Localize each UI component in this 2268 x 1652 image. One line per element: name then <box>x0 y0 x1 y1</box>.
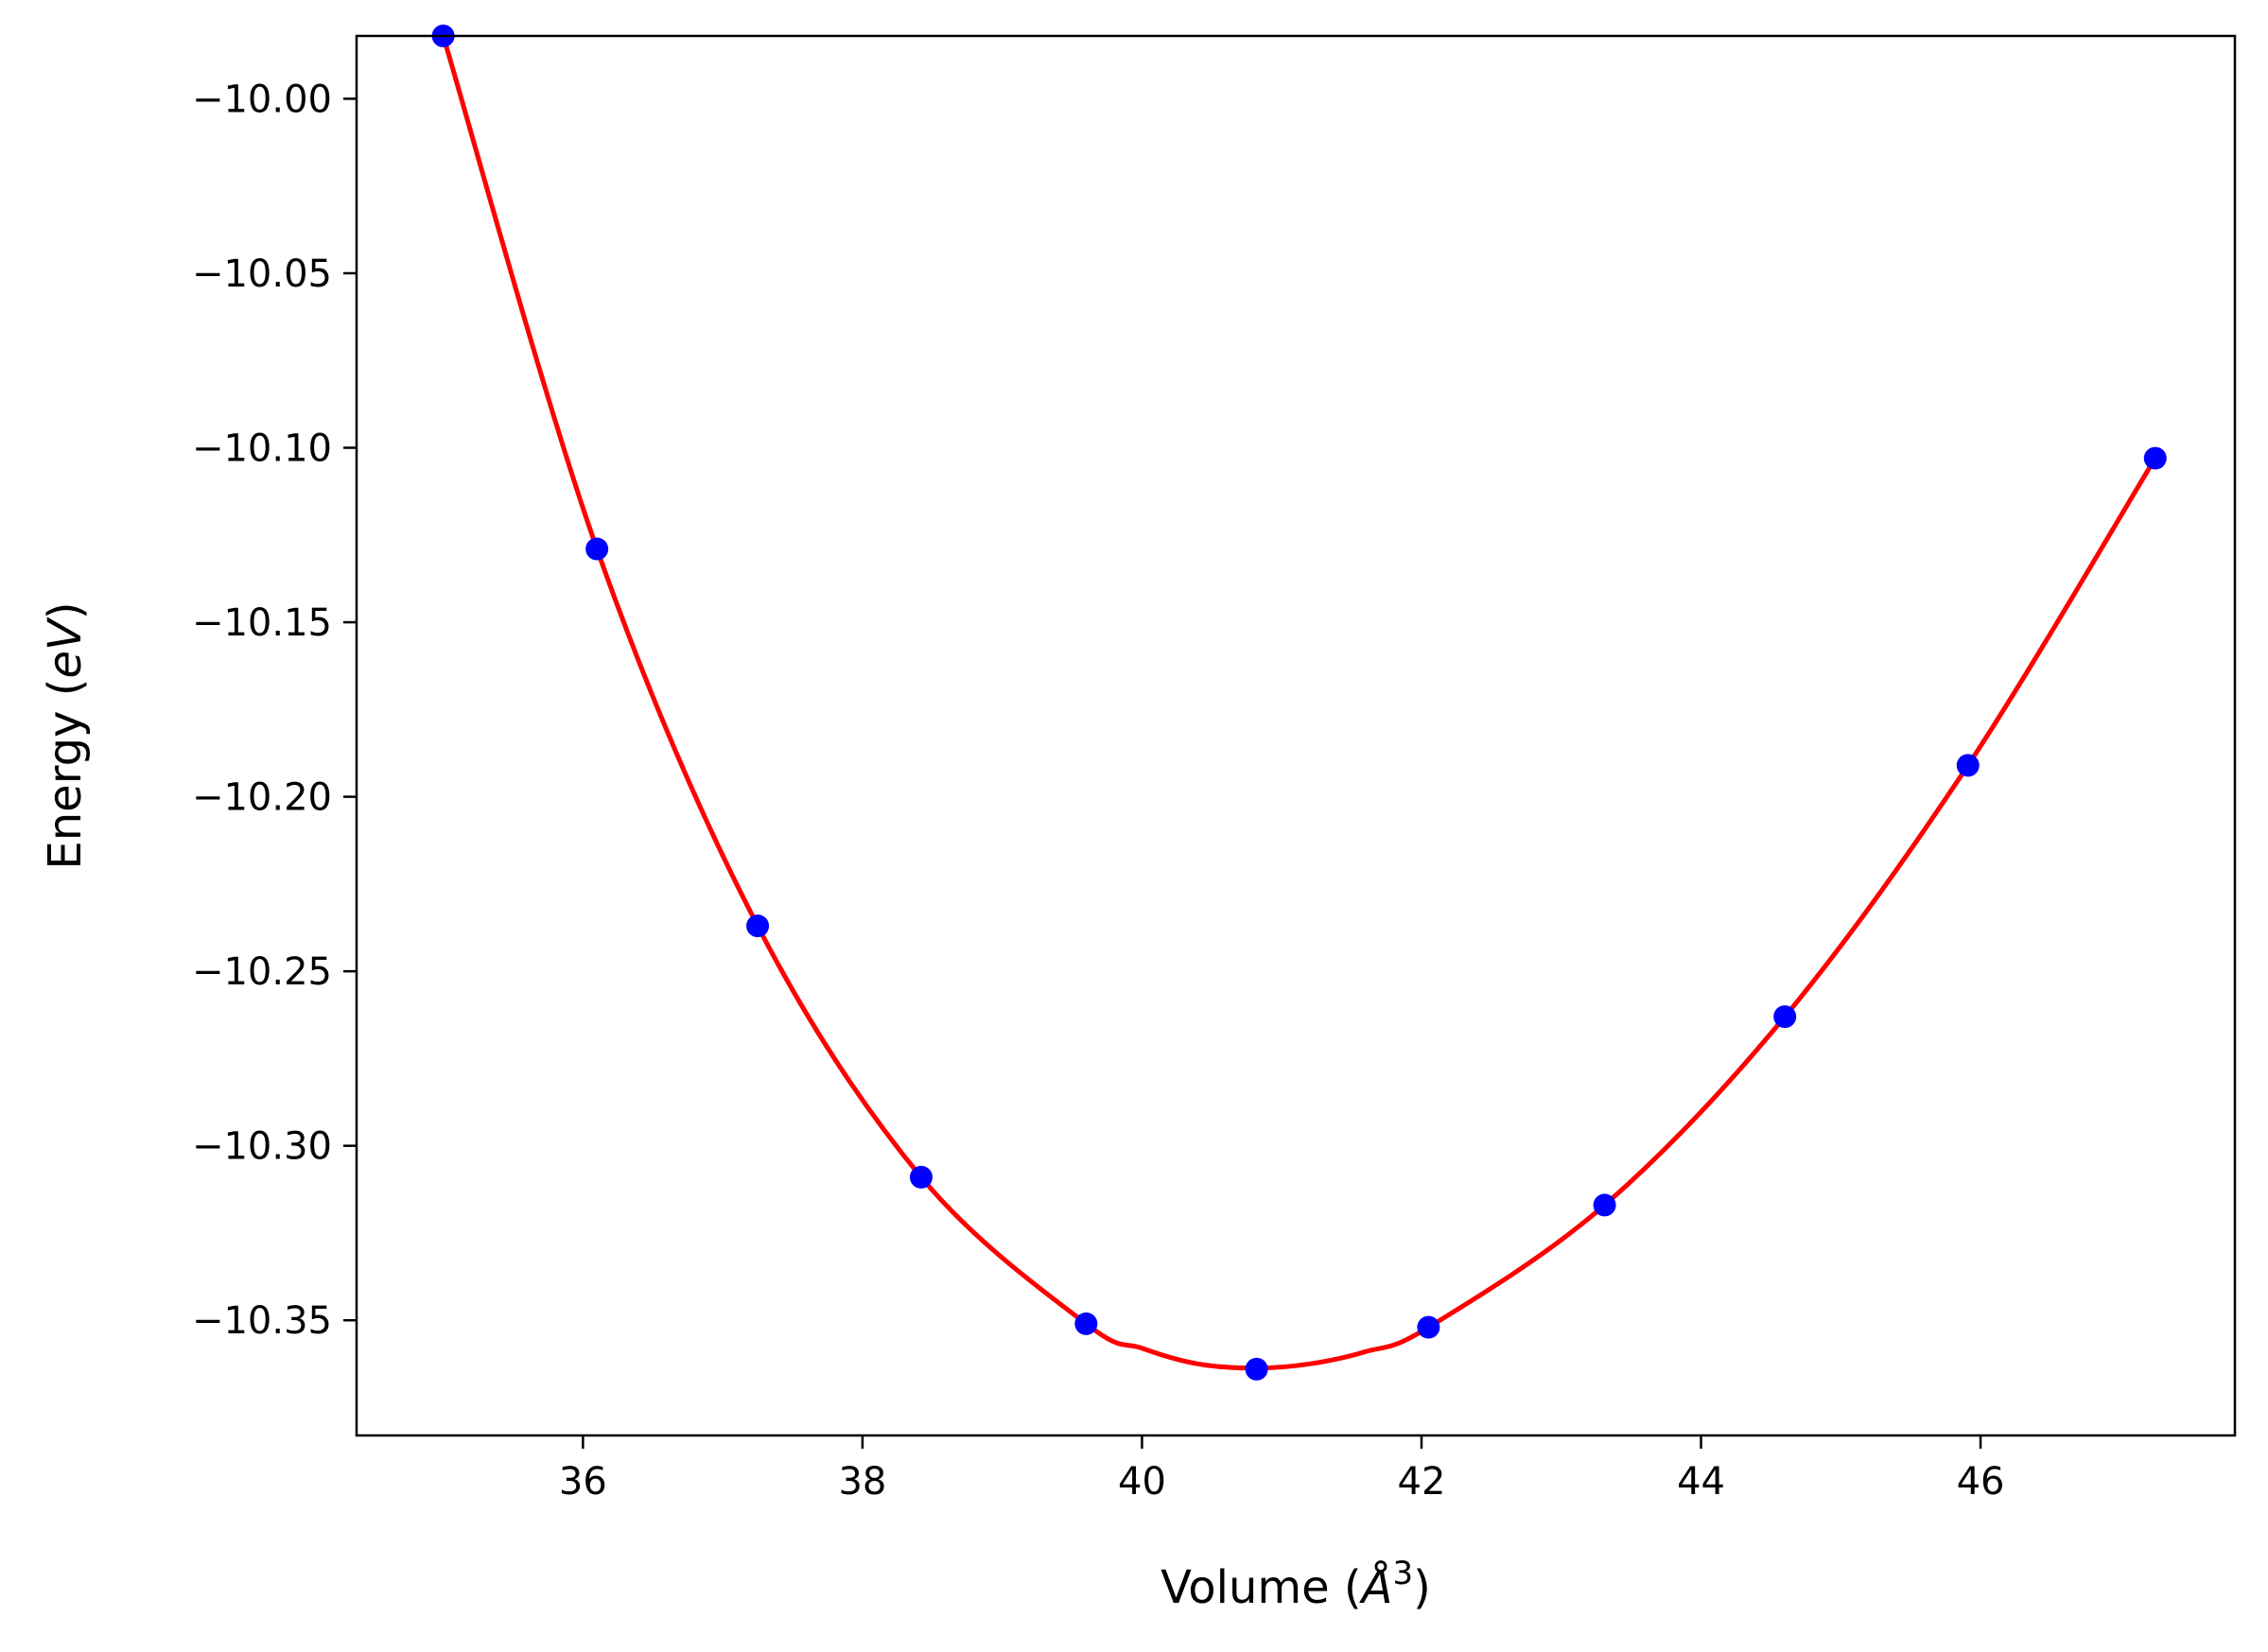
data-point <box>1417 1315 1440 1339</box>
x-axis-title: Volume (Å3) <box>1160 1555 1431 1614</box>
y-tick-label: −10.35 <box>192 1299 332 1343</box>
fit-curve <box>441 33 2158 1371</box>
y-tick-label: −10.30 <box>192 1125 332 1169</box>
data-point <box>1773 1005 1797 1029</box>
data-point <box>585 537 609 561</box>
x-axis-ticks: 36 38 40 42 44 46 <box>559 1435 2005 1504</box>
y-tick-label: −10.15 <box>192 601 332 645</box>
y-tick-label: −10.20 <box>192 776 332 820</box>
x-tick-label: 42 <box>1398 1460 1446 1504</box>
data-point <box>909 1165 933 1189</box>
x-tick-label: 40 <box>1118 1460 1166 1504</box>
x-tick-label: 38 <box>838 1460 886 1504</box>
data-point <box>1593 1193 1616 1217</box>
plot-area <box>431 25 2167 1381</box>
x-tick-label: 46 <box>1957 1460 2005 1504</box>
y-axis-title: Energy (eV) <box>39 601 92 869</box>
data-point <box>1245 1357 1268 1381</box>
y-tick-label: −10.10 <box>192 427 332 471</box>
data-point <box>2143 446 2167 470</box>
x-tick-label: 44 <box>1677 1460 1725 1504</box>
x-tick-label: 36 <box>559 1460 607 1504</box>
data-point <box>746 914 770 938</box>
y-tick-label: −10.05 <box>192 252 332 296</box>
data-point <box>1074 1312 1098 1335</box>
y-tick-label: −10.25 <box>192 950 332 994</box>
y-axis-ticks: −10.35 −10.30 −10.25 −10.20 −10.15 −10.10 −10.… <box>192 78 357 1343</box>
y-tick-label: −10.00 <box>192 78 332 121</box>
plot-frame <box>355 34 2237 1437</box>
data-point <box>1956 754 1980 777</box>
